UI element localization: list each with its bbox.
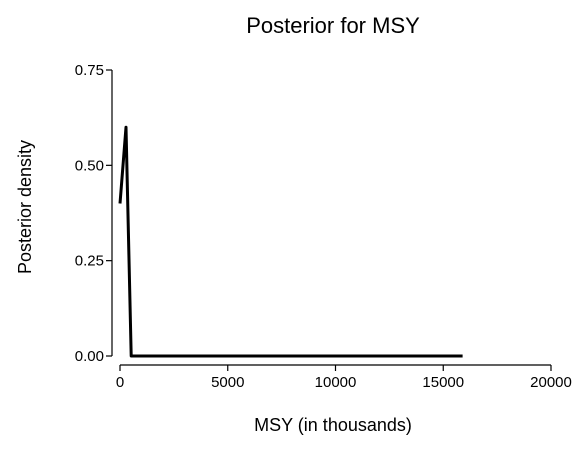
x-tick-label: 0 (116, 374, 124, 391)
y-tick-label: 0.25 (75, 253, 104, 270)
density-line (118, 125, 463, 358)
y-tick-label: 0.00 (75, 348, 104, 365)
x-tick-label: 15000 (422, 374, 464, 391)
x-ticks: 0 5000 10000 15000 20000 (116, 365, 572, 391)
y-tick-label: 0.75 (75, 62, 104, 79)
y-axis-label: Posterior density (15, 140, 35, 274)
x-tick-label: 10000 (315, 374, 357, 391)
y-tick-label: 0.50 (75, 157, 104, 174)
chart-title: Posterior for MSY (246, 13, 420, 38)
x-tick-label: 20000 (530, 374, 572, 391)
x-tick-label: 5000 (211, 374, 244, 391)
series-group (118, 125, 463, 358)
x-axis-label: MSY (in thousands) (254, 415, 412, 435)
y-ticks: 0.00 0.25 0.50 0.75 (75, 62, 112, 365)
